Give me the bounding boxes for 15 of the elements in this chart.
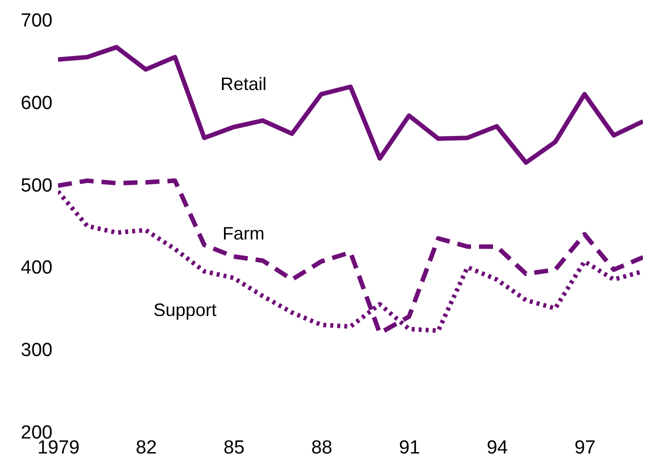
x-tick-label: 88 <box>311 438 332 458</box>
x-tick-label: 82 <box>136 438 157 458</box>
y-tick-label: 500 <box>20 175 52 196</box>
x-tick-label: 91 <box>398 438 420 458</box>
x-tick-label: 94 <box>486 438 508 458</box>
y-tick-label: 300 <box>20 340 52 362</box>
series-label: Support <box>153 300 217 320</box>
x-tick-label: 85 <box>223 438 245 458</box>
series-label: Farm <box>222 223 264 244</box>
series-label: Retail <box>220 74 267 94</box>
x-tick-label: 97 <box>574 438 596 458</box>
y-tick-label: 600 <box>20 92 52 114</box>
y-tick-label: 400 <box>20 258 52 279</box>
y-tick-label: 700 <box>20 10 52 32</box>
line-series <box>58 44 643 165</box>
